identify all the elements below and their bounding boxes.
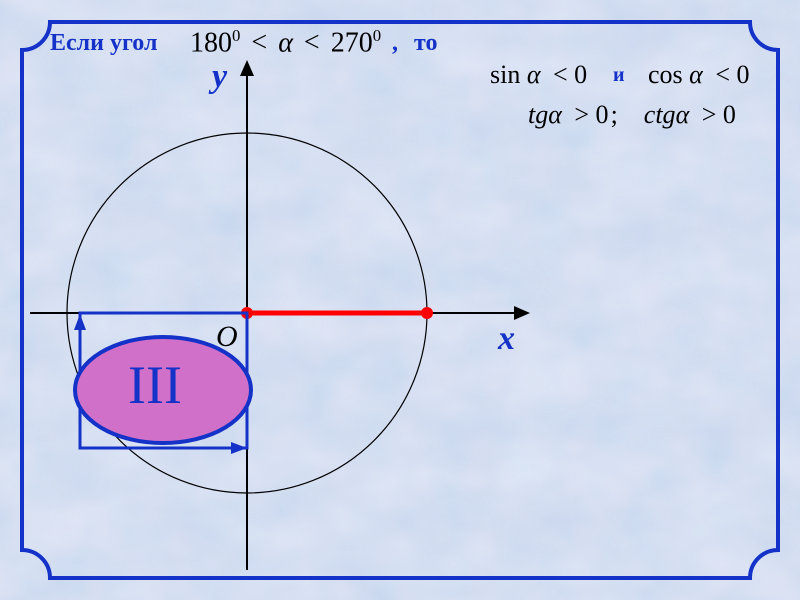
y-axis-arrow [240, 60, 254, 76]
unit-circle-diagram [0, 0, 800, 600]
blue-arrow-up-head [74, 314, 86, 330]
x-axis-arrow [514, 306, 530, 320]
blue-arrow-right-head [231, 442, 247, 454]
radius-end-dot [421, 307, 433, 319]
quadrant-badge [75, 337, 251, 443]
